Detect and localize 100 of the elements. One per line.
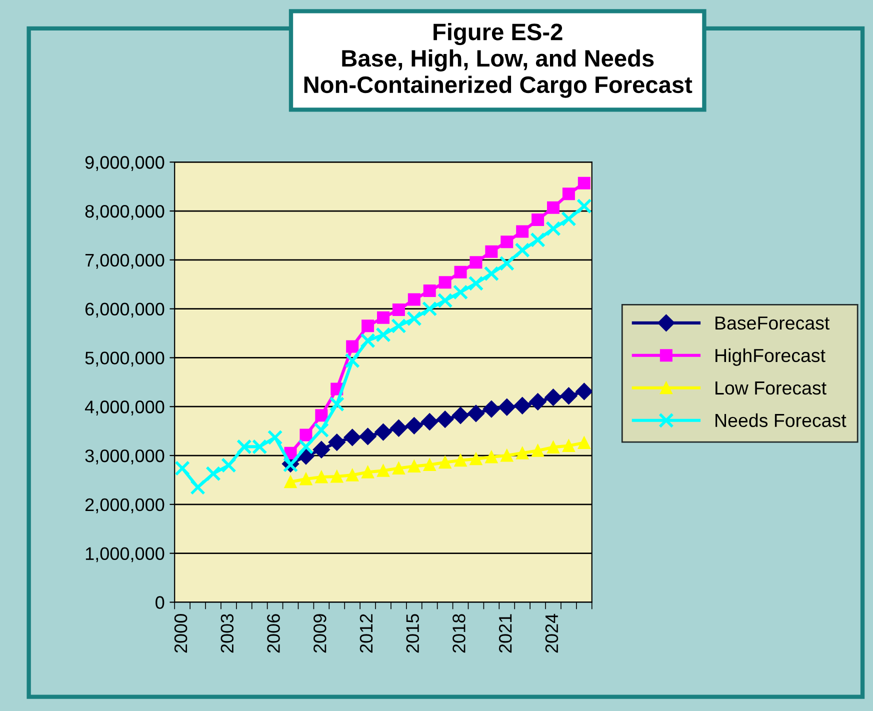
point: [438, 456, 452, 469]
legend-label: HighForecast: [716, 348, 826, 366]
point: [406, 310, 422, 326]
x-tick-label: 2009: [313, 614, 326, 653]
point: [315, 470, 328, 484]
point: [560, 387, 578, 404]
y-tick-label: 3,000,000: [85, 449, 164, 464]
point: [547, 201, 560, 214]
x-tick-label: 2000: [174, 614, 188, 653]
y-tick-label: 2,000,000: [85, 498, 164, 514]
point: [362, 320, 374, 332]
x-tick-label: 2015: [406, 614, 420, 653]
point: [467, 404, 485, 422]
point: [544, 388, 562, 406]
point: [360, 332, 376, 348]
point: [300, 472, 312, 486]
legend-label: BaseForecast: [716, 316, 830, 330]
point: [190, 480, 206, 495]
y-tick-label: 6,000,000: [85, 302, 164, 318]
point: [561, 211, 576, 226]
point: [470, 256, 482, 269]
point: [485, 450, 498, 464]
point: [408, 293, 420, 306]
point: [500, 449, 514, 462]
y-tick-label: 7,000,000: [85, 254, 164, 269]
legend-label: Needs Forecast: [716, 413, 846, 428]
point: [312, 441, 330, 458]
point: [532, 214, 544, 226]
chart-title: Figure ES-2 Base, High, Low, and Needs Non-Containerized Cargo Forecast: [304, 22, 692, 98]
point: [576, 382, 592, 400]
point: [174, 460, 190, 476]
point: [452, 284, 468, 300]
point: [392, 304, 405, 316]
point: [514, 397, 531, 414]
point: [514, 242, 530, 258]
point: [421, 413, 438, 430]
point: [547, 440, 560, 454]
point: [314, 422, 330, 438]
y-tick-label: 8,000,000: [85, 204, 164, 220]
point: [562, 439, 575, 452]
point: [499, 256, 515, 271]
point: [376, 464, 390, 477]
point: [391, 318, 406, 334]
point: [374, 423, 392, 441]
y-tick-label: 9,000,000: [85, 156, 164, 171]
point: [346, 340, 359, 353]
point: [284, 476, 297, 488]
point: [328, 434, 346, 451]
point: [516, 446, 529, 460]
point: [436, 410, 454, 428]
point: [206, 466, 221, 482]
point: [578, 436, 590, 450]
point: [376, 327, 391, 342]
point: [362, 466, 374, 478]
point: [329, 396, 345, 412]
point: [437, 292, 453, 308]
point: [438, 276, 452, 289]
point: [267, 430, 283, 446]
point: [330, 470, 344, 483]
point: [300, 428, 312, 442]
point: [359, 428, 376, 445]
point: [470, 452, 482, 466]
point: [468, 276, 484, 292]
point: [423, 284, 436, 297]
point: [422, 301, 438, 316]
point: [346, 468, 359, 482]
point: [532, 444, 544, 457]
point: [315, 409, 328, 422]
point: [454, 454, 467, 467]
point: [221, 458, 236, 473]
point: [376, 311, 390, 324]
x-tick-label: 2021: [498, 614, 512, 653]
point: [454, 266, 467, 278]
point: [485, 245, 498, 258]
y-tick-label: 0: [156, 596, 164, 609]
point: [344, 353, 360, 368]
y-tick-label: 5,000,000: [85, 352, 164, 367]
y-tick-label: 4,000,000: [84, 400, 164, 416]
point: [578, 176, 590, 190]
point: [408, 460, 420, 473]
point: [344, 428, 361, 446]
x-tick-label: 2012: [360, 614, 373, 653]
point: [423, 458, 436, 472]
point: [406, 417, 423, 434]
point: [530, 232, 546, 248]
point: [390, 420, 408, 437]
x-tick-label: 2018: [452, 614, 466, 653]
point: [484, 266, 500, 282]
legend-label: Low Forecast: [716, 382, 826, 395]
point: [500, 236, 514, 248]
x-tick-label: 2003: [220, 614, 234, 653]
y-tick-label: 1,000,000: [86, 547, 164, 562]
point: [516, 225, 529, 238]
point: [392, 462, 405, 474]
point: [546, 220, 561, 236]
point: [498, 398, 516, 416]
point: [482, 400, 500, 418]
point: [562, 188, 575, 200]
x-tick-label: 2006: [267, 614, 280, 653]
point: [452, 406, 470, 424]
